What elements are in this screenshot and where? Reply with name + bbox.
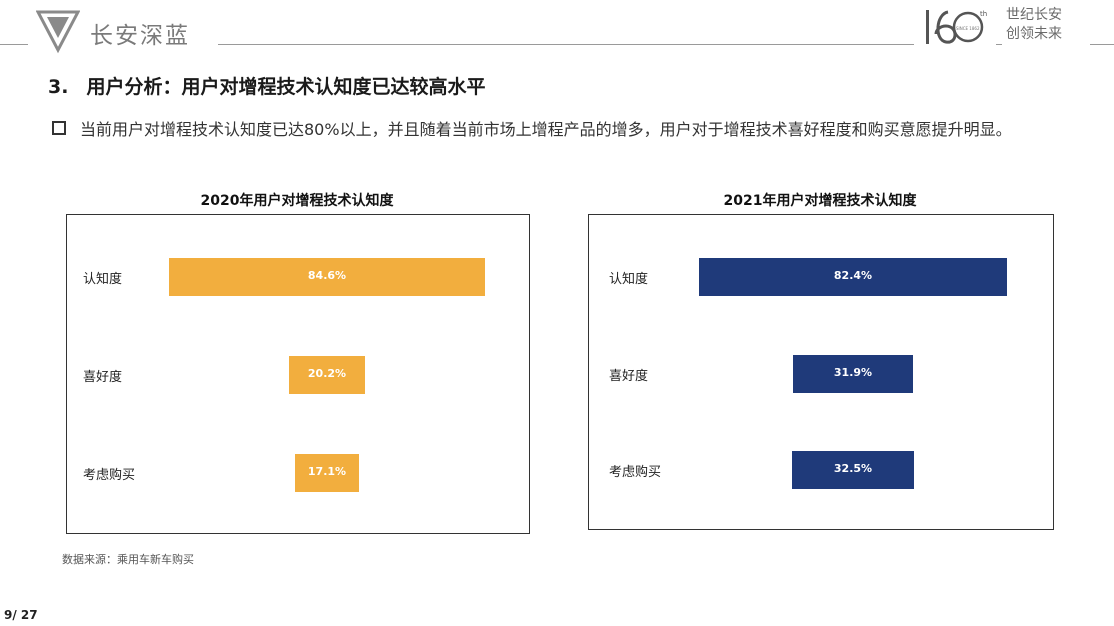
chart-2020-bar: [168, 258, 486, 296]
chart-2021-category-label: 考虑购买: [609, 465, 662, 480]
header-bar: 长安深蓝 th SINCE 1862 世纪长安 创领未来: [0, 0, 1114, 60]
header-rule-gap: [996, 44, 1002, 45]
chart-2021-category-label: 喜好度: [609, 369, 649, 384]
chart-2020-bar: [295, 454, 359, 492]
chart-2021-bar: [792, 451, 914, 489]
header-rule-middle: [218, 44, 914, 45]
chart-2020-category-label: 认知度: [83, 272, 123, 287]
chart-2021-bar: [698, 258, 1008, 296]
chart-2021-title: 2021年用户对增程技术认知度: [723, 193, 917, 209]
slogan-line-2: 创领未来: [1006, 26, 1062, 42]
slogan-line-1: 世纪长安: [1006, 7, 1062, 23]
header-rule-left: [0, 44, 28, 45]
chart-2020-bar-value-label: 84.6%: [307, 269, 347, 282]
data-source-note: 数据来源：乘用车新车购买: [62, 553, 194, 566]
slide-title: 3. 用户分析：用户对增程技术认知度已达较高水平: [48, 72, 485, 99]
chart-2020-bar: [289, 356, 365, 394]
anniversary-160-logo-icon: th SINCE 1862: [926, 10, 987, 44]
chart-2021-bar-value-label: 31.9%: [833, 366, 873, 379]
chart-2021-bar-value-label: 82.4%: [833, 269, 873, 282]
chart-2020-title: 2020年用户对增程技术认知度: [200, 193, 394, 209]
chart-2020-category-label: 喜好度: [83, 370, 123, 385]
chart-2021-bar: [793, 355, 913, 393]
header-rule-right: [1090, 44, 1114, 45]
anniversary-since: SINCE 1862: [956, 26, 980, 31]
chart-2021-category-label: 认知度: [609, 272, 649, 287]
chart-2020-bar-value-label: 20.2%: [307, 367, 347, 380]
chart-2021-bar-value-label: 32.5%: [833, 462, 873, 475]
chart-2020-bar-value-label: 17.1%: [307, 465, 347, 478]
page-number: 9/ 27: [4, 608, 38, 622]
slide-title-text: 用户分析：用户对增程技术认知度已达较高水平: [86, 76, 486, 98]
chart-2020-category-label: 考虑购买: [83, 468, 136, 483]
slogan: 世纪长安 创领未来: [1006, 6, 1062, 44]
anniversary-suffix: th: [980, 10, 987, 18]
chart-2020: 认知度 84.6% 喜好度 20.2% 考虑购买 17.1%: [66, 214, 530, 534]
chart-2021: 认知度 82.4% 喜好度 31.9% 考虑购买 32.5%: [588, 214, 1054, 530]
slide-title-number: 3.: [48, 76, 69, 98]
bullet-square-icon: [52, 121, 66, 135]
deepal-logo-icon: [36, 10, 80, 54]
bullet-text: 当前用户对增程技术认知度已达80%以上，并且随着当前市场上增程产品的增多，用户对…: [80, 120, 1012, 139]
brand-name: 长安深蓝: [90, 23, 190, 49]
